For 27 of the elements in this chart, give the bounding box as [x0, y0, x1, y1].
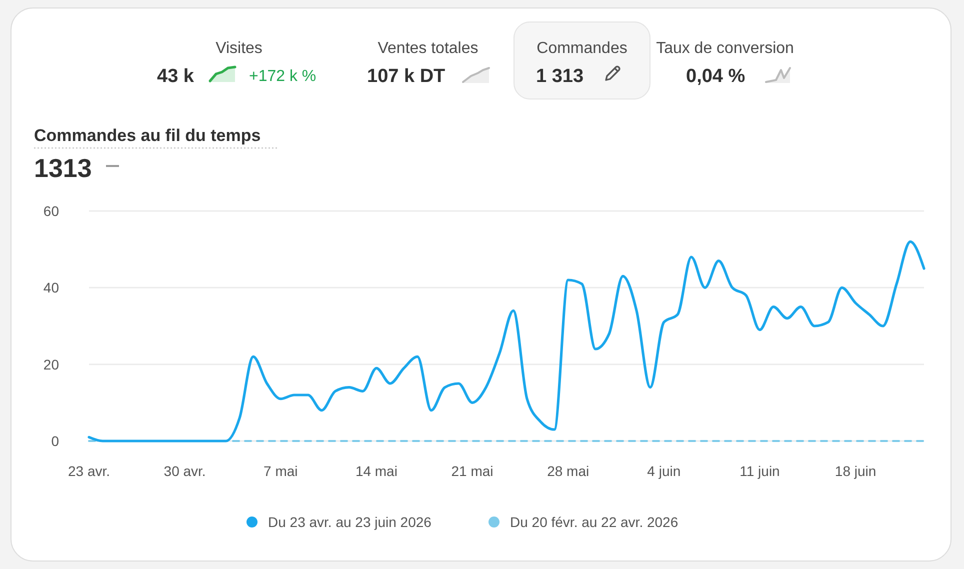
- chart-title: Commandes au fil du temps: [34, 126, 261, 145]
- y-tick-label: 20: [43, 356, 60, 372]
- legend-label: Du 20 févr. au 22 avr. 2026: [510, 514, 678, 530]
- text: Ventes totales: [378, 40, 478, 57]
- text: Taux de conversion: [656, 40, 794, 57]
- x-tick-label: 7 mai: [264, 463, 298, 479]
- x-tick-label: 14 mai: [355, 463, 398, 479]
- text: 43 k: [157, 66, 194, 87]
- text: Visites: [216, 40, 262, 57]
- x-tick-label: 23 avr.: [68, 463, 110, 479]
- text: 0,04 %: [686, 66, 746, 87]
- y-tick-label: 40: [43, 280, 60, 296]
- text: +172 k %: [249, 68, 316, 85]
- text: Commandes: [536, 40, 628, 57]
- chart-subtitle: 1313: [34, 153, 92, 183]
- legend-label: Du 23 avr. au 23 juin 2026: [268, 514, 432, 530]
- y-tick-label: 60: [43, 203, 60, 219]
- x-tick-label: 30 avr.: [164, 463, 206, 479]
- x-tick-label: 11 juin: [740, 463, 780, 479]
- x-tick-label: 4 juin: [647, 463, 681, 479]
- line-series: [88, 240, 926, 442]
- x-tick-label: 18 juin: [834, 463, 876, 479]
- y-tick-label: 0: [51, 433, 60, 449]
- text: 107 k DT: [367, 66, 446, 87]
- text: 1 313: [536, 66, 584, 87]
- x-tick-label: 21 mai: [451, 463, 494, 479]
- x-tick-label: 28 mai: [547, 463, 590, 479]
